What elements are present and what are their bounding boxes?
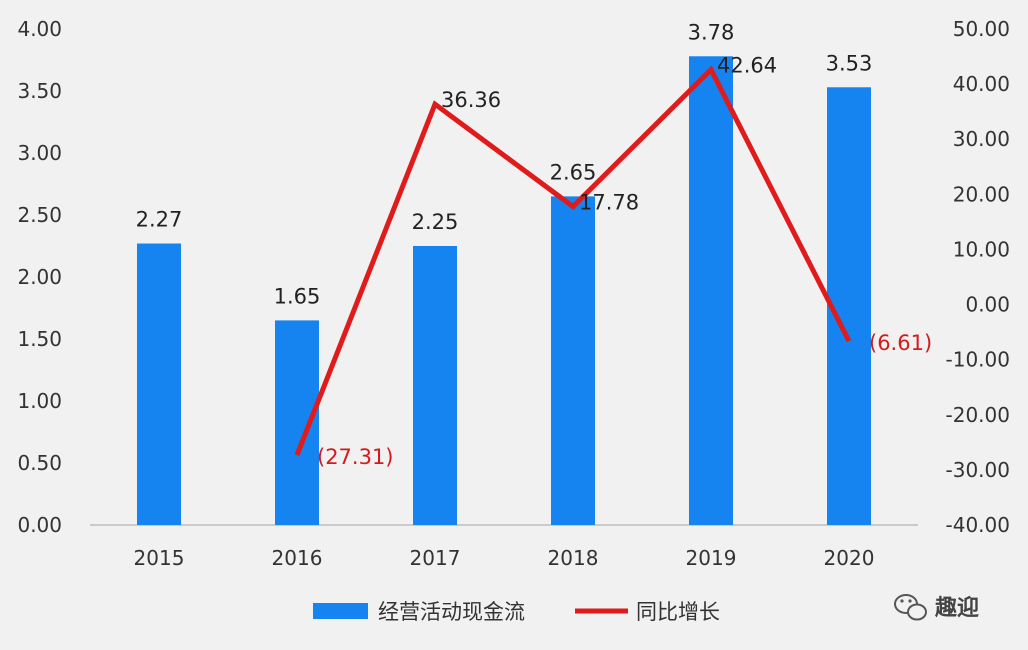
y-right-tick-label: -10.00 [946, 348, 1010, 372]
y-left-tick-label: 0.50 [17, 451, 62, 475]
y-left-tick-label: 3.50 [17, 79, 62, 103]
line-series [294, 65, 852, 456]
line-value-label: 36.36 [441, 88, 501, 112]
wechat-icon [894, 594, 927, 621]
x-tick-label: 2018 [548, 546, 599, 570]
legend-label-bar: 经营活动现金流 [378, 600, 525, 624]
line-value-label: (6.61) [869, 331, 932, 355]
y-left-tick-label: 3.00 [17, 141, 62, 165]
bar-value-label: 1.65 [274, 284, 321, 308]
x-tick-label: 2016 [272, 546, 323, 570]
line-value-label: 42.64 [717, 54, 777, 78]
watermark-text: 趣迎 [934, 595, 979, 621]
x-tick-label: 2019 [686, 546, 737, 570]
y-right-tick-label: -20.00 [946, 403, 1010, 427]
x-ticks: 2015 2016 2017 2018 2019 2020 [134, 546, 875, 570]
y-left-tick-label: 2.00 [17, 265, 62, 289]
y-left-tick-label: 0.00 [17, 513, 62, 537]
watermark: 趣迎 [894, 594, 979, 621]
bar-value-label: 2.25 [412, 210, 459, 234]
bar-value-label: 2.65 [550, 160, 597, 184]
y-left-tick-label: 1.00 [17, 389, 62, 413]
bar-2015 [137, 243, 181, 525]
line-value-label: (27.31) [317, 445, 394, 469]
y-left-tick-label: 1.50 [17, 327, 62, 351]
legend: 经营活动现金流 同比增长 [313, 600, 720, 624]
y-right-tick-label: 30.00 [953, 127, 1010, 151]
y-right-tick-label: 40.00 [953, 72, 1010, 96]
line-data-labels: (27.31) 36.36 17.78 42.64 (6.61) [317, 54, 932, 470]
x-tick-label: 2020 [824, 546, 875, 570]
y-right-tick-label: 10.00 [953, 237, 1010, 261]
bar-2018 [551, 196, 595, 525]
line-value-label: 17.78 [579, 191, 639, 215]
y-left-tick-label: 4.00 [17, 17, 62, 41]
bar-value-label: 2.27 [136, 208, 183, 232]
bar-value-label: 3.78 [688, 20, 735, 44]
y-right-ticks: -40.00 -30.00 -20.00 -10.00 0.00 10.00 20.00 30… [946, 17, 1010, 537]
bars-series [137, 56, 871, 525]
bar-2020 [827, 87, 871, 525]
legend-label-line: 同比增长 [636, 600, 720, 624]
x-tick-label: 2015 [134, 546, 185, 570]
bar-value-label: 3.53 [826, 51, 873, 75]
y-right-tick-label: 0.00 [965, 293, 1010, 317]
legend-swatch-bar [313, 603, 368, 619]
y-right-tick-label: -30.00 [946, 458, 1010, 482]
y-right-tick-label: 20.00 [953, 182, 1010, 206]
y-right-tick-label: -40.00 [946, 513, 1010, 537]
y-right-tick-label: 50.00 [953, 17, 1010, 41]
bar-2017 [413, 246, 457, 525]
x-tick-label: 2017 [410, 546, 461, 570]
bar-2019 [689, 56, 733, 525]
y-left-ticks: 0.00 0.50 1.00 1.50 2.00 2.50 3.00 3.50 4.00 [17, 17, 62, 537]
bar-data-labels: 2.27 1.65 2.25 2.65 3.78 3.53 [136, 20, 873, 308]
growth-line [294, 65, 852, 456]
y-left-tick-label: 2.50 [17, 203, 62, 227]
